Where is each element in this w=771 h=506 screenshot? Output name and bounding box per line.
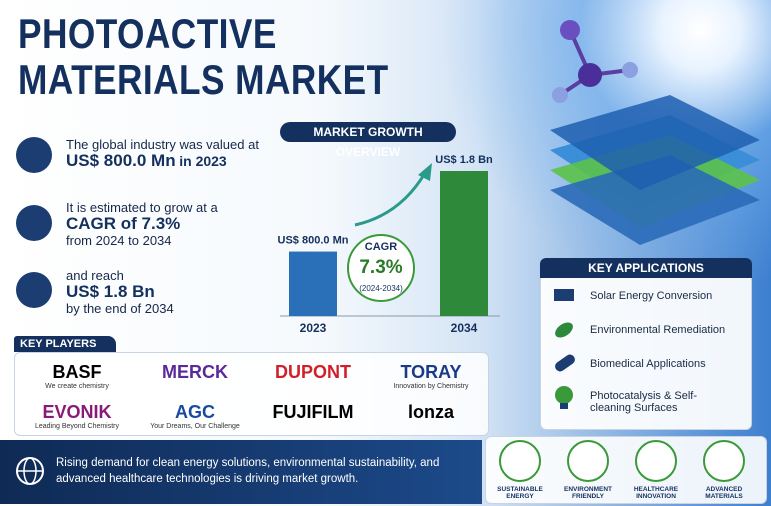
company-name: EVONIK [42, 402, 112, 422]
company-logo: MERCK [140, 362, 250, 383]
company-logo: DUPONT [258, 362, 368, 383]
badge-label: ADVANCED MATERIALS [705, 486, 743, 500]
stat-text: and reach [66, 268, 124, 283]
application: Biomedical Applications [590, 358, 706, 370]
cagr-circle [347, 234, 415, 302]
badge-label: ENVIRONMENT FRIENDLY [563, 486, 613, 500]
stat-suffix: in 2023 [179, 153, 227, 169]
bar [289, 251, 337, 316]
stat-icon [16, 205, 52, 241]
company-logo: AGC Your Dreams, Our Challenge [140, 402, 250, 430]
company-name: FUJIFILM [272, 402, 354, 422]
badge-label: SUSTAINABLE ENERGY [497, 486, 543, 500]
players-box [14, 352, 489, 436]
globe-icon [16, 457, 44, 485]
company-tagline: We create chemistry [45, 383, 109, 390]
stat-text: It is estimated to grow at a [66, 200, 218, 215]
application: Photocatalysis & Self-cleaning Surfaces [590, 390, 697, 414]
badge: ADVANCED MATERIALS [692, 440, 756, 500]
stat: and reach US$ 1.8 Bn by the end of 2034 [66, 268, 266, 317]
badge: ENVIRONMENT FRIENDLY [556, 440, 620, 500]
badge-icon [635, 440, 677, 482]
company-logo: FUJIFILM [258, 402, 368, 423]
application: Solar Energy Conversion [590, 290, 713, 302]
growth-arrow [354, 172, 427, 227]
stat-text: The global industry was valued at [66, 137, 259, 152]
badges: SUSTAINABLE ENERGY ENVIRONMENT FRIENDLY … [488, 440, 756, 500]
cagr-period: (2024-2034) [359, 284, 403, 293]
application: Environmental Remediation [590, 324, 726, 336]
stat-highlight: US$ 800.0 Mn [66, 151, 176, 170]
stat: The global industry was valued at US$ 800… [66, 137, 266, 170]
footer-banner [0, 440, 482, 504]
stat-highlight: US$ 1.8 Bn [66, 282, 155, 301]
bar-label: US$ 1.8 Bn [435, 154, 493, 166]
company-name: AGC [175, 402, 215, 422]
chart-title: MARKET GROWTH OVERVIEW [280, 122, 456, 159]
bar-category: 2023 [300, 321, 327, 335]
company-name: MERCK [162, 362, 228, 382]
company-logo: lonza [376, 402, 486, 423]
company-name: BASF [52, 362, 102, 382]
stat-icon [16, 137, 52, 173]
company-name: TORAY [400, 362, 462, 382]
applications-title: KEY APPLICATIONS [540, 258, 752, 278]
bar-label: US$ 800.0 Mn [278, 235, 349, 247]
badge-icon [499, 440, 541, 482]
stat-icon [16, 272, 52, 308]
title: PHOTOACTIVE [18, 10, 277, 57]
stat-suffix: by the end of 2034 [66, 301, 174, 316]
company-logo: TORAY Innovation by Chemistry [376, 362, 486, 390]
application-icons [554, 289, 575, 409]
badge: HEALTHCARE INNOVATION [624, 440, 688, 500]
badge-label: HEALTHCARE INNOVATION [633, 486, 679, 500]
company-name: lonza [407, 402, 454, 422]
company-name: DUPONT [275, 362, 351, 382]
badge: SUSTAINABLE ENERGY [488, 440, 552, 500]
players-title: KEY PLAYERS [14, 336, 116, 352]
stat-suffix: from 2024 to 2034 [66, 233, 172, 248]
badge-icon [703, 440, 745, 482]
company-logo: EVONIK Leading Beyond Chemistry [22, 402, 132, 430]
bar [440, 171, 488, 316]
stat: It is estimated to grow at a CAGR of 7.3%… [66, 200, 266, 249]
bar-category: 2034 [451, 321, 478, 335]
company-logo: BASF We create chemistry [22, 362, 132, 390]
cagr-value: 7.3% [359, 257, 402, 278]
applications-box [540, 258, 752, 430]
arrow-head [418, 163, 432, 181]
stat-highlight: CAGR of 7.3% [66, 214, 181, 233]
company-tagline: Innovation by Chemistry [393, 383, 469, 390]
growth-chart: CAGR 7.3% (2024-2034) US$ 800.0 Mn 2023 US… [278, 154, 500, 335]
hero-art [550, 20, 760, 245]
title: MATERIALS MARKET [18, 56, 389, 103]
company-tagline: Leading Beyond Chemistry [34, 423, 120, 430]
company-tagline: Your Dreams, Our Challenge [150, 423, 240, 430]
cagr-label: CAGR [365, 241, 397, 253]
badge-icon [567, 440, 609, 482]
footer-text: Rising demand for clean energy solutions… [56, 457, 440, 485]
